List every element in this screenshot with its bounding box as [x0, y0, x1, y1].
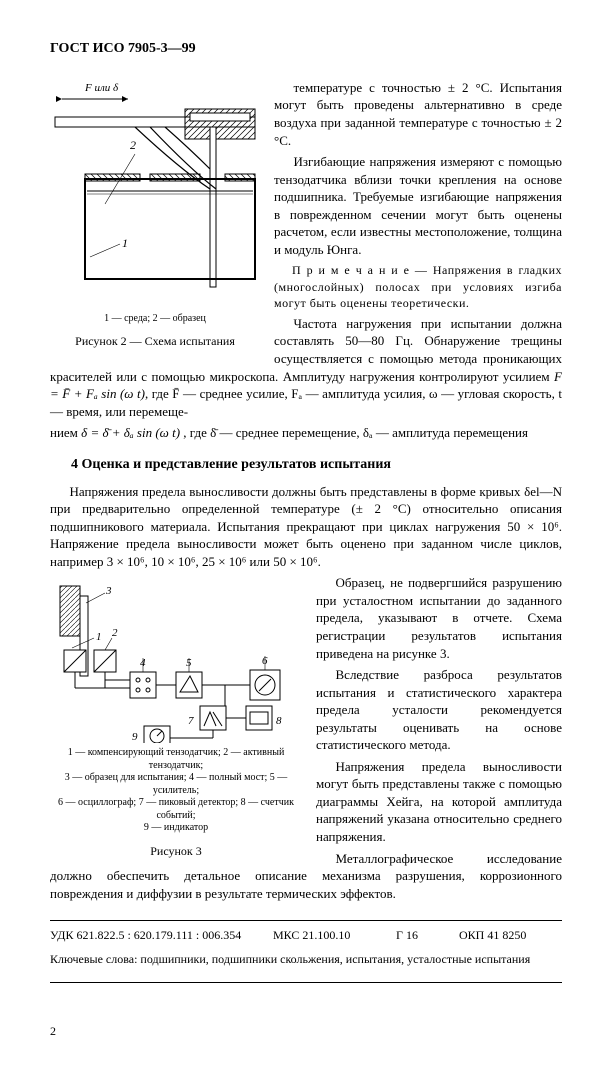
figure-2-svg: F или δ 2 1 [50, 79, 260, 309]
classification-line: УДК 621.822.5 : 620.179.111 : 006.354 МК… [50, 927, 562, 943]
udk: УДК 621.822.5 : 620.179.111 : 006.354 [50, 927, 270, 943]
figure-2-title: Рисунок 2 — Схема испытания [50, 333, 260, 349]
svg-text:8: 8 [276, 715, 282, 727]
svg-text:1: 1 [96, 631, 102, 643]
rule-bottom [50, 982, 562, 983]
formula-2: δ = δ̄ + δₐ sin (ω t) [81, 425, 180, 440]
arrow-label: F или δ [84, 82, 119, 94]
svg-text:9: 9 [132, 731, 138, 743]
para-4b: , где δ̄ — среднее перемещение, δₐ — амп… [180, 425, 528, 440]
keywords: Ключевые слова: подшипники, подшипники с… [50, 951, 562, 967]
svg-text:2: 2 [130, 138, 136, 152]
figure-2-legend: 1 — среда; 2 — образец [50, 313, 260, 326]
figure-3-title: Рисунок 3 [50, 843, 302, 859]
svg-text:3: 3 [105, 585, 112, 597]
para-4a: нием [50, 425, 81, 440]
svg-text:1: 1 [122, 236, 128, 250]
svg-text:2: 2 [112, 627, 118, 639]
figure-2: F или δ 2 1 1 — среда; 2 — образец Рисун… [50, 79, 260, 350]
doc-id: ГОСТ ИСО 7905-3—99 [50, 40, 562, 59]
page-number: 2 [50, 1023, 562, 1039]
section-4-title: 4 Оценка и представление результатов исп… [50, 456, 562, 475]
figure-3: 3 1 2 4 5 6 [50, 578, 302, 859]
svg-text:7: 7 [188, 715, 194, 727]
g-code: Г 16 [396, 927, 456, 943]
figure-3-svg: 3 1 2 4 5 6 [50, 578, 300, 743]
mks: МКС 21.100.10 [273, 927, 393, 943]
para-5: Напряжения предела выносливости должны б… [50, 483, 562, 571]
para-4: нием δ = δ̄ + δₐ sin (ω t) , где δ̄ — ср… [50, 424, 562, 442]
figure-3-legend: 1 — компенсирующий тензодатчик; 2 — акти… [50, 747, 302, 835]
rule-top [50, 920, 562, 921]
okp: ОКП 41 8250 [459, 927, 526, 943]
